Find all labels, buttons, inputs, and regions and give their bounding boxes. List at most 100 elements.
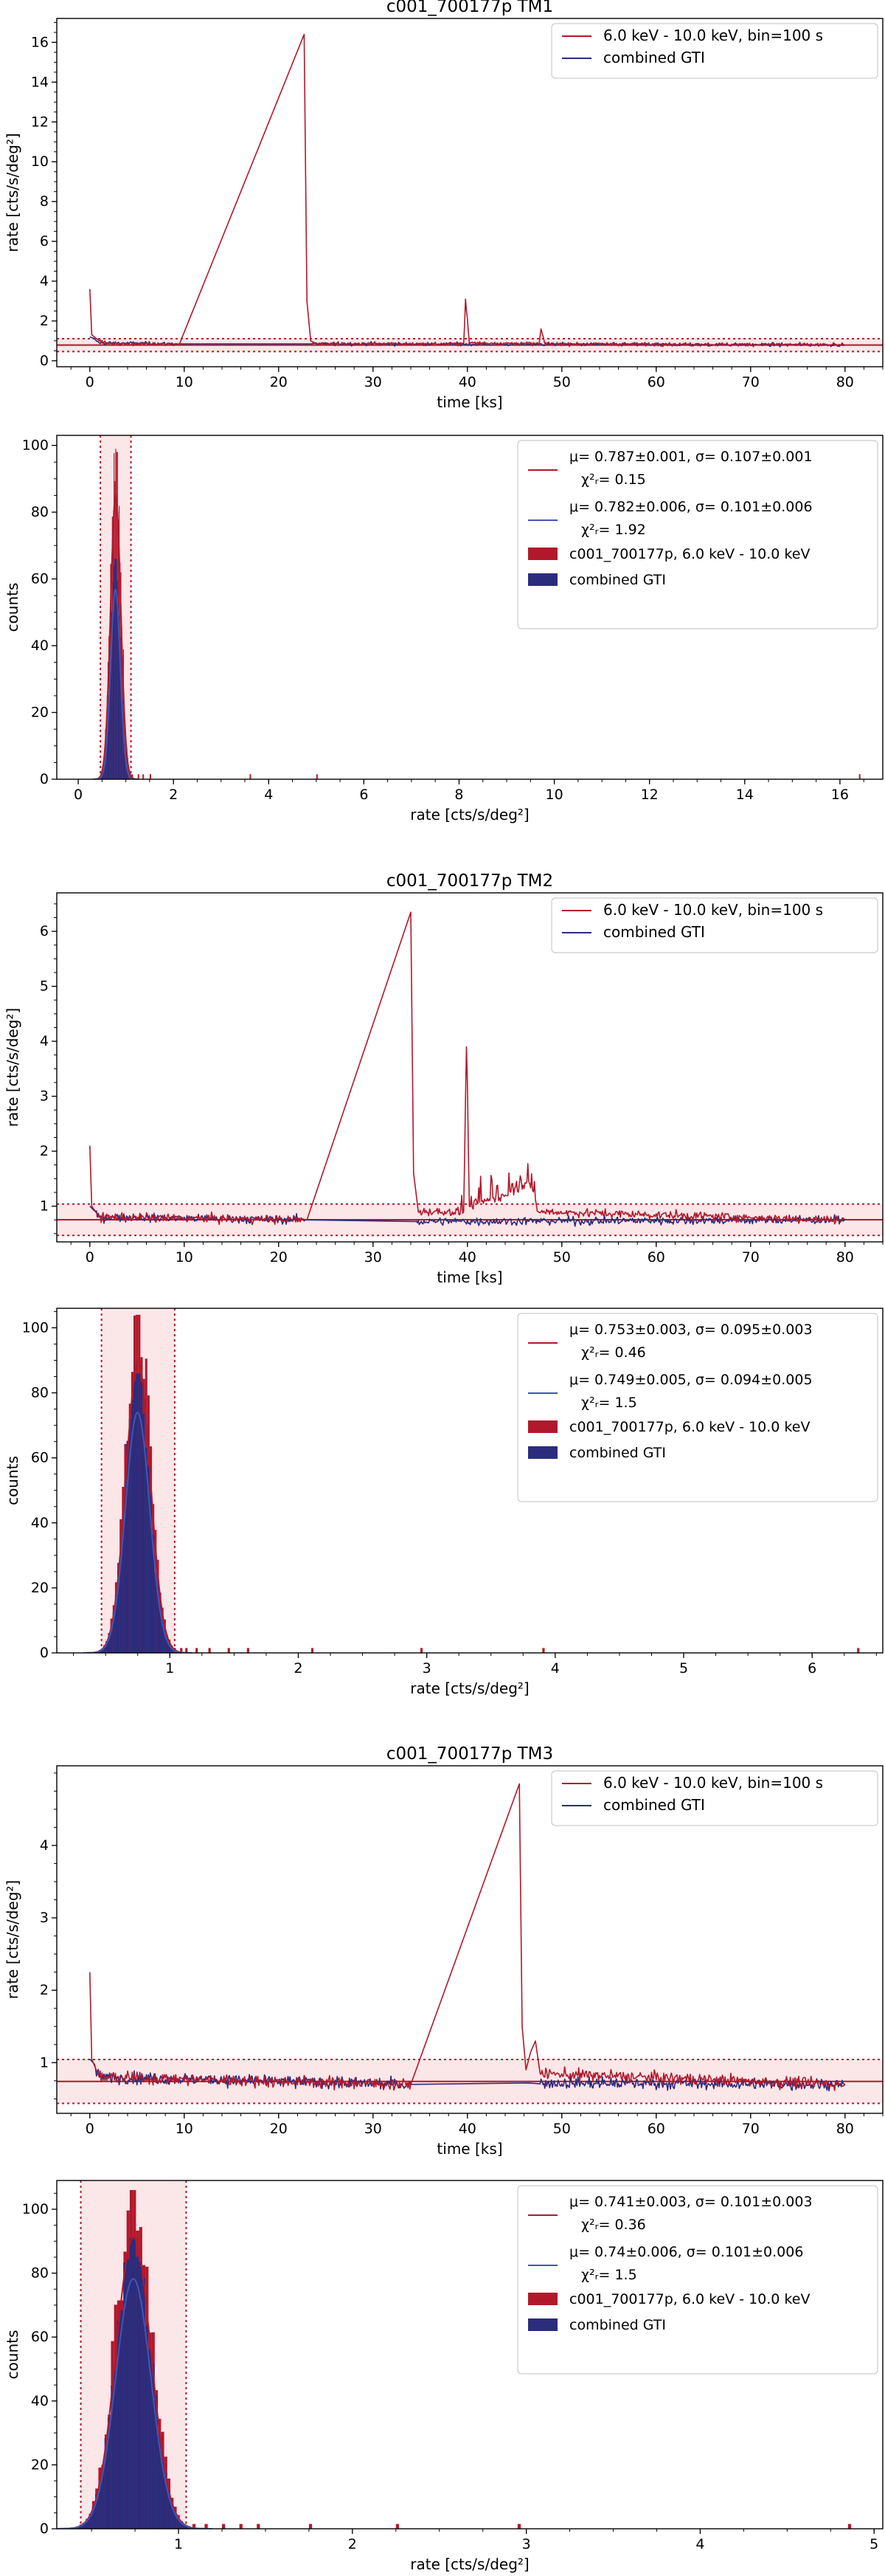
y-tick-label: 40 (31, 2393, 49, 2409)
legend-box (517, 440, 878, 629)
ticks: 0 10 20 30 40 50 60 70 80 0 2 4 6 8 10 12 14 16 (31, 21, 884, 390)
y-tick-label: 20 (31, 1580, 49, 1596)
legend-box (551, 23, 878, 79)
series-red (89, 911, 846, 1226)
legend: μ= 0.787±0.001, σ= 0.107±0.001 χ²ᵣ= 0.15 μ… (517, 440, 878, 629)
x-tick-label: 5 (870, 2536, 878, 2552)
x-tick-label: 1 (174, 2536, 183, 2552)
legend-patch-blue (528, 573, 558, 586)
y-axis-label: rate [cts/s/deg²] (4, 133, 21, 252)
legend: 6.0 keV - 10.0 keV, bin=100 s combined GT… (551, 23, 878, 79)
hist-bar (108, 1634, 111, 1653)
x-tick-label: 12 (641, 787, 659, 803)
hist-bar (117, 580, 118, 779)
y-tick-label: 1 (40, 2054, 49, 2071)
x-tick-label: 50 (553, 2121, 571, 2137)
hist-bar (123, 2262, 127, 2529)
hist-bar (112, 581, 114, 779)
x-tick-label: 0 (86, 2121, 94, 2137)
hist-bar (165, 1638, 168, 1653)
x-tick-label: 70 (742, 2121, 760, 2137)
hist-bar (114, 1595, 117, 1653)
x-tick-label: 10 (176, 374, 193, 390)
axes-frame (56, 2180, 884, 2530)
y-tick-label: 4 (40, 273, 49, 289)
ticks: 0 2 4 6 8 10 12 14 16 0 20 40 60 80 100 (22, 438, 864, 803)
hist-bar (182, 2524, 187, 2529)
hist-bar (133, 1381, 136, 1653)
legend-fit-label: μ= 0.749±0.005, σ= 0.094±0.005 (569, 1372, 813, 1388)
hist-bar (119, 638, 121, 779)
x-tick-label: 2 (294, 1660, 302, 1677)
axes-frame (56, 892, 884, 1243)
hist-bar (147, 1465, 150, 1653)
x-tick-label: 6 (359, 787, 368, 803)
hist-bar (149, 1494, 153, 1653)
x-tick-label: 4 (551, 1660, 560, 1677)
hist-outlier-bar (195, 1648, 198, 1653)
hist-outlier-bar (180, 1648, 183, 1653)
legend-label: combined GTI (603, 49, 705, 66)
y-tick-label: 40 (31, 638, 49, 654)
y-tick-label: 80 (31, 2265, 49, 2282)
hist-bar (101, 775, 103, 779)
x-tick-label: 40 (459, 374, 476, 390)
hist-outlier-bar (142, 774, 145, 779)
hist-bar (145, 1447, 148, 1653)
x-tick-label: 30 (364, 2121, 382, 2137)
legend-fit-label: μ= 0.787±0.001, σ= 0.107±0.001 (569, 449, 813, 465)
x-tick-label: 2 (348, 2536, 357, 2552)
y-tick-label: 3 (40, 1088, 49, 1105)
hist-bar (124, 1481, 127, 1653)
hist-outlier-bar (137, 774, 139, 779)
y-tick-label: 100 (22, 438, 49, 454)
x-tick-label: 70 (742, 374, 760, 390)
y-tick-label: 60 (31, 571, 49, 587)
y-tick-label: 16 (31, 34, 49, 50)
legend-patch-red (528, 1420, 558, 1433)
x-tick-label: 70 (742, 1249, 760, 1265)
y-tick-label: 3 (40, 1910, 49, 1926)
hist-bar (139, 2261, 142, 2529)
x-tick-label: 80 (836, 374, 854, 390)
x-tick-label: 0 (86, 1249, 94, 1265)
legend-label: combined GTI (569, 1445, 666, 1461)
x-tick-label: 10 (176, 1249, 193, 1265)
series-red (89, 33, 845, 348)
x-axis-label: time [ks] (437, 2140, 502, 2158)
hist-bar (110, 1626, 113, 1653)
x-tick-label: 20 (270, 1249, 288, 1265)
hist-outlier-bar (858, 774, 861, 779)
legend-label: c001_700177p, 6.0 keV - 10.0 keV (569, 1419, 810, 1435)
x-axis-label: time [ks] (437, 393, 502, 411)
hist-bar (119, 1553, 122, 1653)
hist-bar (132, 2237, 136, 2529)
hist-bar (117, 2321, 120, 2529)
legend: μ= 0.753±0.003, σ= 0.095±0.003 χ²ᵣ= 0.46 μ… (517, 1313, 878, 1502)
axes-frame (56, 1765, 884, 2114)
hist-bar (148, 2349, 152, 2529)
y-tick-label: 8 (40, 193, 49, 210)
hist-bar (104, 2438, 108, 2529)
y-tick-label: 6 (40, 233, 49, 249)
x-tick-label: 60 (648, 2121, 665, 2137)
legend-chi2-label: χ²ᵣ= 0.46 (581, 1344, 646, 1361)
hist-bar (105, 1640, 108, 1653)
hist-bar (101, 1648, 104, 1653)
x-tick-label: 4 (695, 2536, 704, 2552)
ticks: 0 10 20 30 40 50 60 70 80 1 2 3 4 5 6 (40, 903, 884, 1265)
y-tick-label: 20 (31, 705, 49, 721)
fit-curve-red (92, 494, 139, 779)
hist-outlier-bar (239, 2524, 243, 2529)
hist-outlier-bar (395, 2524, 400, 2529)
plot-area (57, 1783, 883, 2104)
y-tick-label: 80 (31, 504, 49, 520)
hist-outlier-bar (208, 1648, 211, 1653)
plot-area (83, 1308, 860, 1653)
hist-outlier-bar (222, 2524, 226, 2529)
y-axis-label: counts (4, 583, 21, 632)
legend-label: 6.0 keV - 10.0 keV, bin=100 s (603, 901, 823, 919)
